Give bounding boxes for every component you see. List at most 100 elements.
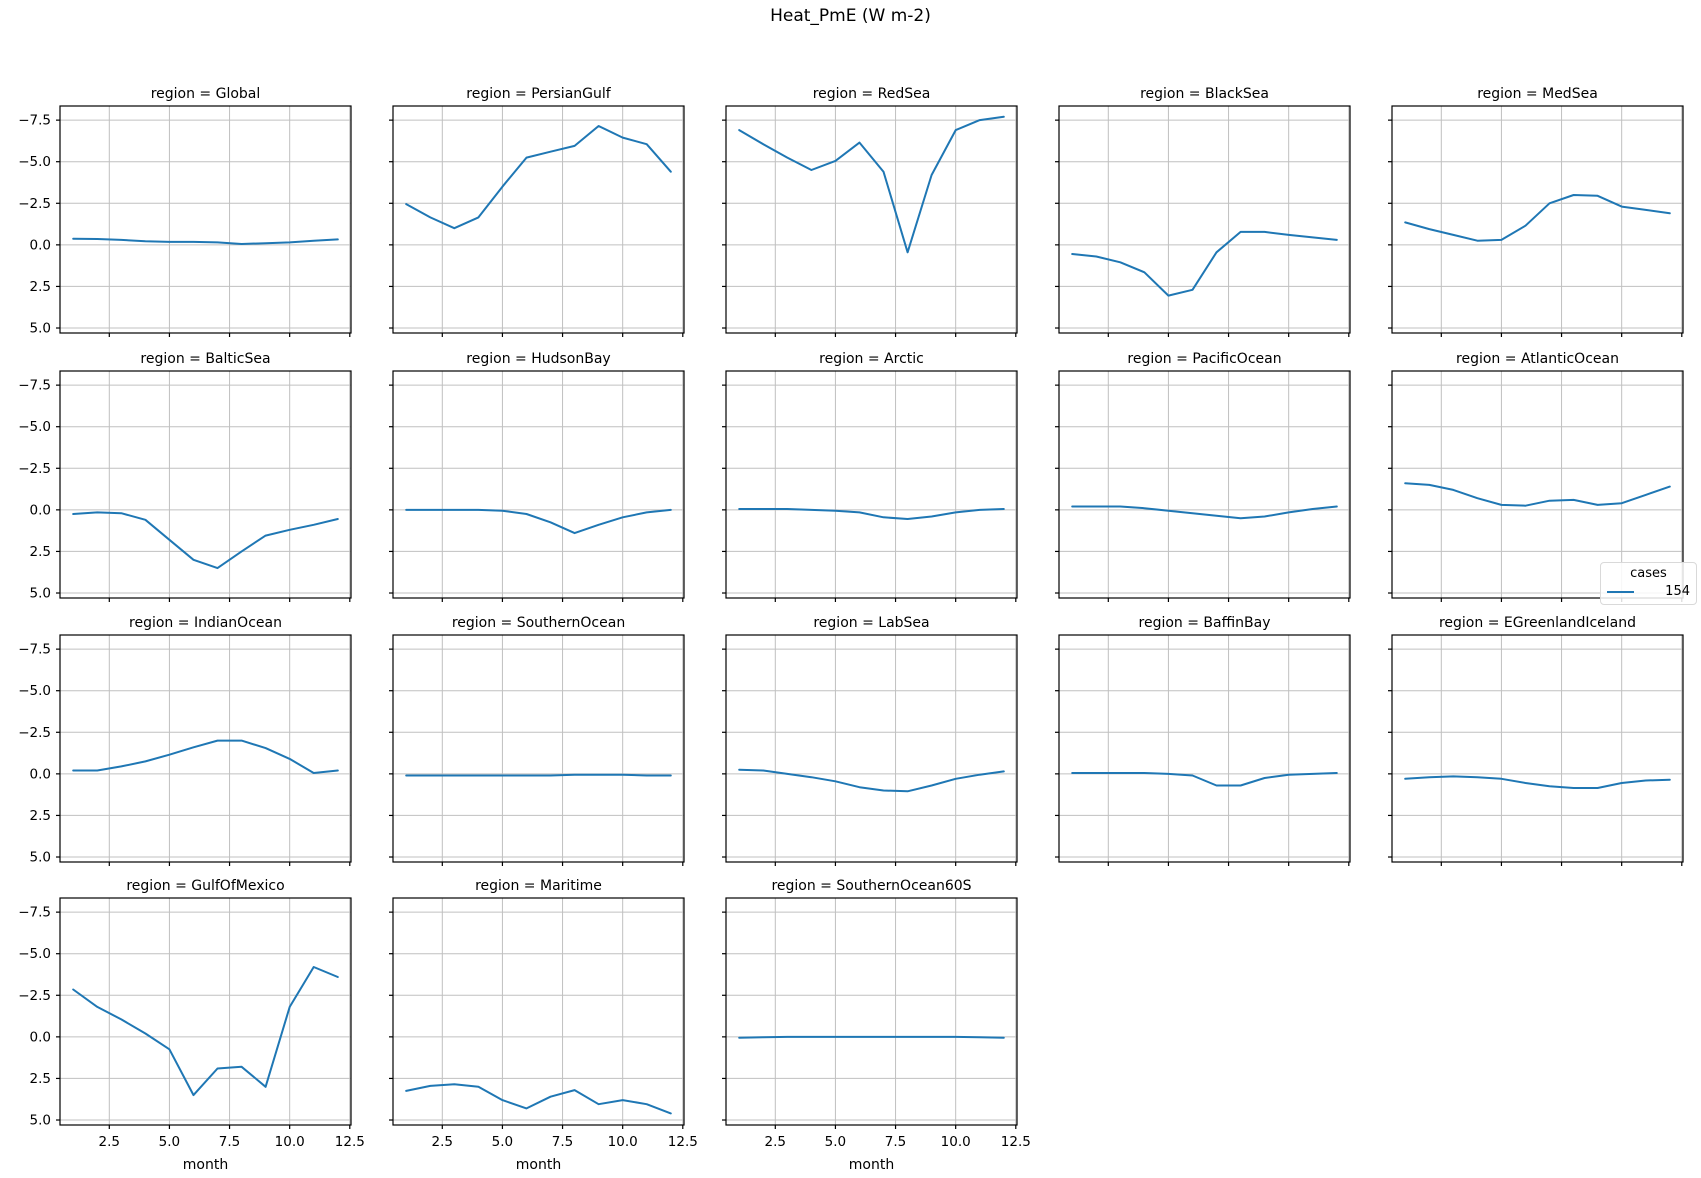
axes-spines	[1391, 634, 1684, 863]
y-tick-label: 0.0	[30, 766, 51, 782]
axes-spines	[59, 105, 352, 334]
data-line-Global	[72, 237, 339, 245]
y-tick-label: 2.5	[30, 544, 51, 560]
facet-title: region = PacificOcean	[1127, 351, 1281, 367]
axes-spines	[725, 105, 1018, 334]
axes-spines	[59, 370, 352, 599]
facet-title: region = EGreenlandIceland	[1439, 615, 1636, 631]
axes-spines	[59, 897, 352, 1126]
data-line-BlackSea	[1071, 230, 1338, 297]
x-tick-label: 12.5	[1001, 1134, 1031, 1150]
data-line-Arctic	[738, 508, 1005, 520]
facet-BaffinBay: region = BaffinBay	[1055, 615, 1351, 866]
legend-line-swatch	[1607, 590, 1634, 593]
legend-entry-label: 154	[1665, 584, 1690, 599]
y-tick-label: 2.5	[30, 279, 51, 295]
x-tick-label: 2.5	[765, 1134, 786, 1150]
x-tick-label: 12.5	[668, 1134, 698, 1150]
data-line-GulfOfMexico	[72, 966, 339, 1097]
y-tick-label: 0.0	[30, 237, 51, 253]
facet-title: region = AtlanticOcean	[1456, 351, 1619, 367]
axes-spines	[725, 897, 1018, 1126]
y-tick-label: 5.0	[30, 1113, 51, 1129]
facet-title: region = BalticSea	[140, 351, 270, 367]
facet-title: region = SouthernOcean	[452, 615, 625, 631]
facet-title: region = MedSea	[1477, 86, 1598, 102]
y-tick-label: −7.5	[18, 113, 51, 129]
data-line-SouthernOcean	[405, 773, 672, 777]
x-tick-label: 7.5	[219, 1134, 240, 1150]
legend-title: cases	[1630, 566, 1667, 581]
legend-entry: 154	[1607, 584, 1690, 599]
axes-spines	[392, 105, 685, 334]
y-tick-label: −2.5	[18, 461, 51, 477]
facet-EGreenlandIceland: region = EGreenlandIceland	[1388, 615, 1684, 866]
facet-title: region = GulfOfMexico	[126, 878, 284, 894]
y-tick-label: −2.5	[18, 196, 51, 212]
data-line-BalticSea	[72, 511, 339, 570]
axes-spines	[392, 370, 685, 599]
facet-title: region = PersianGulf	[466, 86, 611, 102]
facet-title: region = BlackSea	[1140, 86, 1269, 102]
data-line-HudsonBay	[405, 508, 672, 535]
facet-HudsonBay: region = HudsonBay	[389, 351, 685, 602]
facet-title: region = Global	[151, 86, 261, 102]
facet-PersianGulf: region = PersianGulf	[389, 86, 685, 337]
x-tick-label: 12.5	[335, 1134, 365, 1150]
facet-title: region = RedSea	[813, 86, 931, 102]
facet-title: region = SouthernOcean60S	[771, 878, 971, 894]
facet-SouthernOcean: region = SouthernOcean	[389, 615, 685, 866]
axes-spines	[1058, 105, 1351, 334]
x-tick-label: 5.0	[159, 1134, 180, 1150]
data-line-LabSea	[738, 768, 1005, 793]
y-tick-label: −5.0	[18, 419, 51, 435]
facet-title: region = IndianOcean	[129, 615, 282, 631]
facet-title: region = BaffinBay	[1139, 615, 1271, 631]
y-tick-label: 2.5	[30, 1071, 51, 1087]
facet-title: region = LabSea	[813, 615, 929, 631]
data-line-SouthernOcean60S	[738, 1035, 1005, 1039]
axes-spines	[392, 634, 685, 863]
legend-box: cases 154	[1600, 562, 1697, 605]
facet-Arctic: region = Arctic	[722, 351, 1018, 602]
y-tick-label: −7.5	[18, 642, 51, 658]
data-line-PersianGulf	[405, 125, 672, 230]
figure-suptitle: Heat_PmE (W m-2)	[770, 6, 931, 26]
x-tick-label: 5.0	[825, 1134, 846, 1150]
axes-spines	[1058, 634, 1351, 863]
facet-IndianOcean: −7.5 −5.0 −2.5 0.0 2.5 5.0 region = IndianOcea…	[18, 615, 352, 866]
x-axis-label: month	[516, 1157, 561, 1173]
y-tick-label: −7.5	[18, 905, 51, 921]
data-line-MedSea	[1404, 194, 1671, 242]
axes-spines	[1058, 370, 1351, 599]
axes-spines	[725, 370, 1018, 599]
y-tick-label: 5.0	[30, 850, 51, 866]
axes-spines	[1391, 105, 1684, 334]
y-tick-label: −5.0	[18, 154, 51, 170]
x-axis-label: month	[183, 1157, 228, 1173]
facet-PacificOcean: region = PacificOcean	[1055, 351, 1351, 602]
facet-title: region = HudsonBay	[466, 351, 610, 367]
y-tick-label: 5.0	[30, 586, 51, 602]
data-line-RedSea	[738, 115, 1005, 254]
facet-title: region = Arctic	[819, 351, 924, 367]
y-tick-label: −2.5	[18, 725, 51, 741]
facet-title: region = Maritime	[475, 878, 602, 894]
x-tick-label: 5.0	[492, 1134, 513, 1150]
x-tick-label: 2.5	[432, 1134, 453, 1150]
x-tick-label: 7.5	[552, 1134, 573, 1150]
data-line-AtlanticOcean	[1404, 482, 1671, 507]
facet-GulfOfMexico: −7.5 −5.0 −2.5 0.0 2.5 5.0 2.5 5.0 7.5 10.0 12.5 mo…	[18, 878, 365, 1173]
axes-spines	[392, 897, 685, 1126]
facet-SouthernOcean60S: 2.5 5.0 7.5 10.0 12.5 month region = SouthernO…	[722, 878, 1031, 1173]
y-tick-label: 2.5	[30, 808, 51, 824]
facet-Maritime: 2.5 5.0 7.5 10.0 12.5 month region = Maritime	[389, 878, 698, 1173]
y-tick-label: −7.5	[18, 378, 51, 394]
facet-BalticSea: −7.5 −5.0 −2.5 0.0 2.5 5.0 region = BalticSea	[18, 351, 352, 602]
facet-BlackSea: region = BlackSea	[1055, 86, 1351, 337]
y-tick-label: 0.0	[30, 502, 51, 518]
data-line-EGreenlandIceland	[1404, 775, 1671, 789]
x-tick-label: 2.5	[99, 1134, 120, 1150]
